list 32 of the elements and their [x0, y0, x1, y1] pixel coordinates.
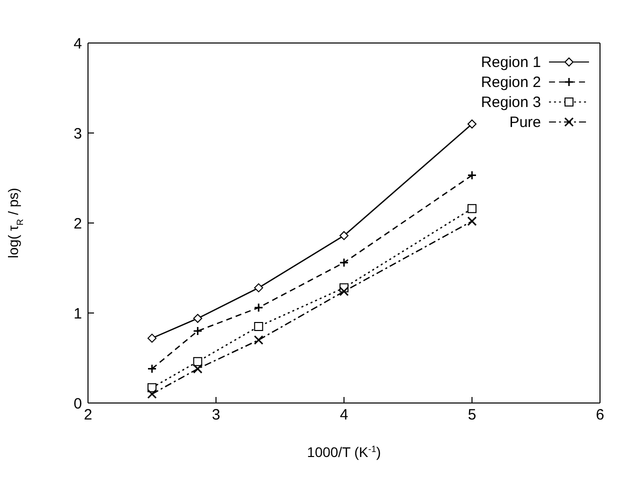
point [468, 204, 476, 214]
x-tick-label: 3 [212, 406, 220, 424]
point [147, 364, 157, 374]
point [193, 357, 202, 366]
legend-label: Region 3 [480, 94, 541, 110]
point [467, 216, 477, 226]
point [467, 170, 477, 180]
x-axis-title: 1000/T (K$^{-1}$) [307, 444, 381, 460]
point [192, 326, 202, 336]
point [254, 302, 264, 312]
point [340, 231, 348, 240]
point [339, 286, 349, 296]
point [147, 389, 157, 399]
y-tick-label: 4 [74, 35, 82, 52]
point [192, 364, 202, 374]
y-tick-label: 3 [74, 125, 82, 142]
x-tick-label: 6 [596, 406, 604, 424]
legend-label: Region 1 [480, 54, 541, 70]
x-tick-label: 5 [468, 406, 476, 424]
y-tick-label: 2 [74, 215, 82, 232]
point [148, 334, 156, 343]
legend-label: Region 2 [480, 74, 541, 90]
point [193, 314, 202, 323]
point [254, 283, 264, 292]
point [339, 258, 349, 268]
y-tick-label: 0 [74, 395, 82, 412]
x-tick-label: 4 [340, 406, 348, 424]
y-tick-label: 1 [74, 305, 82, 322]
legend-label: Pure [509, 114, 541, 130]
point [254, 335, 264, 345]
point [468, 120, 476, 128]
point [254, 322, 264, 331]
